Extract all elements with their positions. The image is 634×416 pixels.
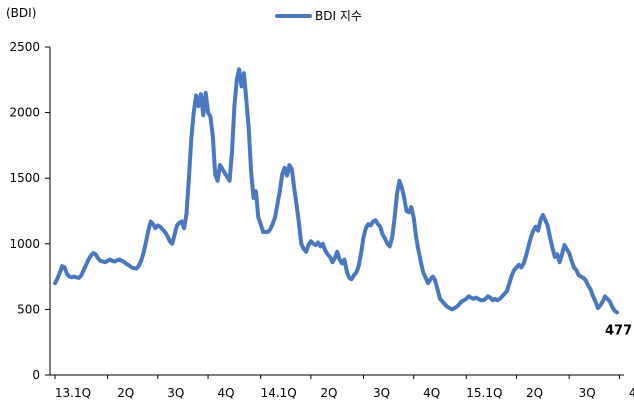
end-value-label: 477: [605, 323, 632, 338]
x-tick-label: 4Q: [423, 386, 440, 400]
x-tick-label: 13.1Q: [55, 386, 91, 400]
x-tick-label: 15.1Q: [466, 386, 502, 400]
x-tick-label: 3Q: [167, 386, 184, 400]
x-tick-label: 4Q: [629, 386, 634, 400]
y-tick-label: 0: [32, 368, 40, 382]
x-tick-label: 3Q: [373, 386, 390, 400]
legend-series-label: BDI 지수: [315, 9, 362, 23]
y-tick-label: 1000: [9, 237, 40, 251]
chart-legend: BDI 지수: [275, 9, 362, 23]
y-tick-label: 2000: [9, 106, 40, 120]
x-tick-label: 3Q: [579, 386, 596, 400]
x-axis-ticks: 13.1Q 2Q 3Q 4Q 14.1Q 2Q 3Q 4Q 15.1Q 2Q 3Q 4Q: [54, 375, 634, 400]
x-tick-label: 14.1Q: [261, 386, 297, 400]
x-tick-label: 2Q: [117, 386, 134, 400]
y-tick-label: 500: [17, 302, 40, 316]
x-tick-label: 4Q: [218, 386, 235, 400]
y-axis-unit-label: (BDI): [6, 6, 36, 20]
series-line-bdi: [53, 67, 619, 315]
y-tick-label: 1500: [9, 171, 40, 185]
y-axis-ticks: 0 500 1000 1500 2000 2500: [9, 40, 50, 382]
y-tick-label: 2500: [9, 40, 40, 54]
x-tick-label: 2Q: [526, 386, 543, 400]
x-tick-label: 2Q: [320, 386, 337, 400]
